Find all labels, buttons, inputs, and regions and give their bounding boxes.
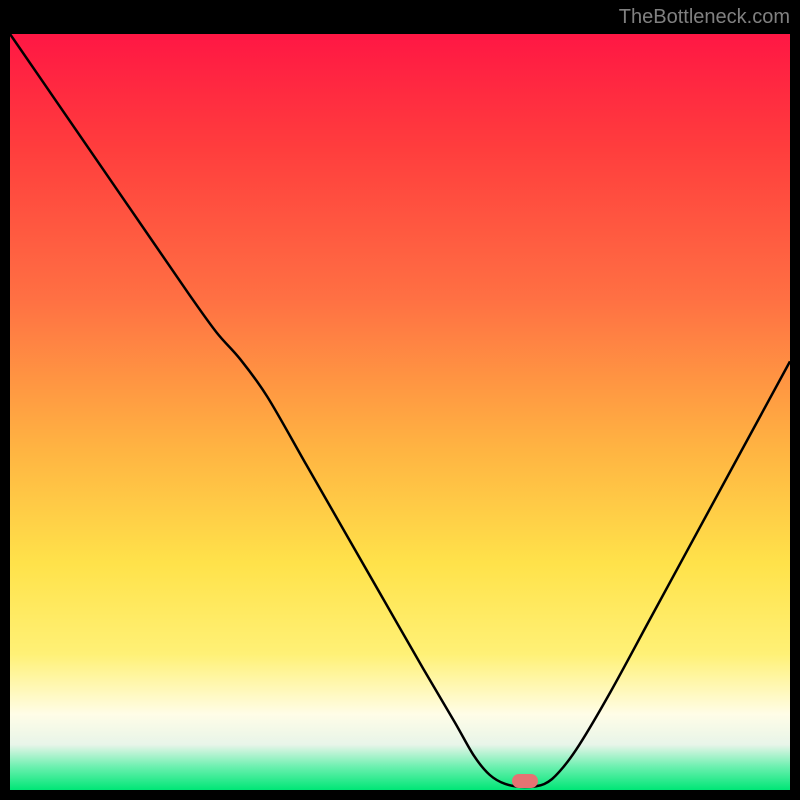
bottleneck-curve xyxy=(10,34,790,790)
optimal-marker xyxy=(512,774,538,788)
bottleneck-chart xyxy=(10,34,790,790)
watermark-text: TheBottleneck.com xyxy=(619,6,790,29)
